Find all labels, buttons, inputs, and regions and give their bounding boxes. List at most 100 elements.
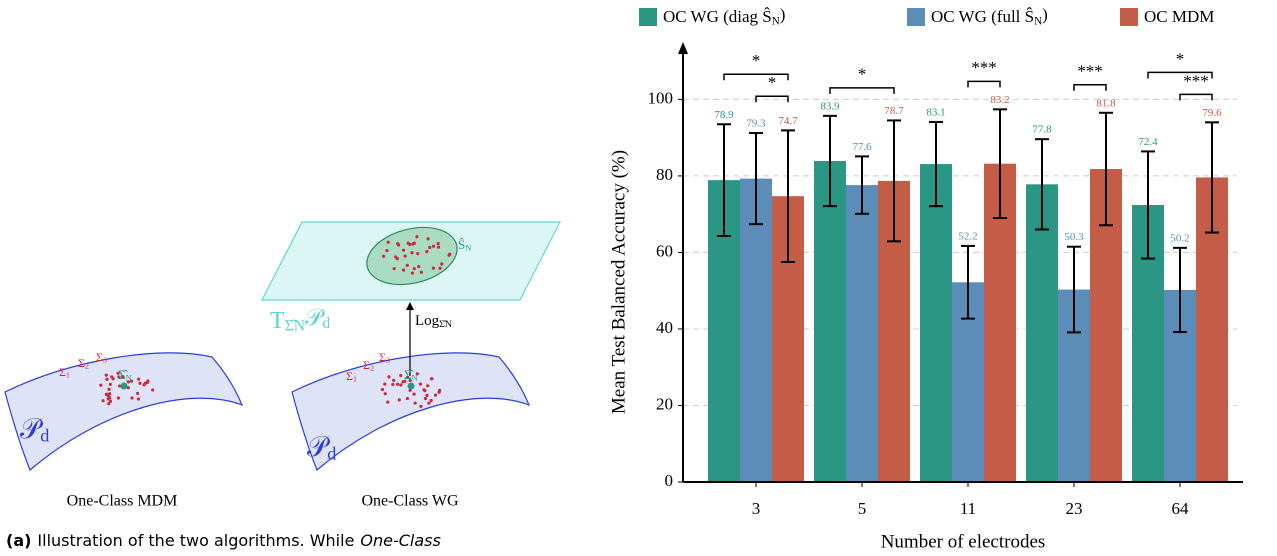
dot xyxy=(142,383,146,387)
legend-label: OC WG (full ŜN) xyxy=(931,5,1048,27)
dot xyxy=(392,267,396,271)
significance-label: *** xyxy=(1077,62,1103,81)
sigma-label: Σ2 xyxy=(363,358,374,372)
dot xyxy=(427,401,431,405)
dot xyxy=(436,241,440,246)
value-label: 72.4 xyxy=(1138,136,1158,148)
legend-label: OC MDM xyxy=(1144,7,1214,26)
bar xyxy=(740,178,772,482)
dot xyxy=(401,380,405,384)
dot xyxy=(415,372,419,376)
y-tick-label: 100 xyxy=(648,88,674,107)
dot xyxy=(425,393,429,397)
significance-label: * xyxy=(1176,49,1185,68)
dot xyxy=(397,243,401,247)
dot xyxy=(137,377,141,381)
dot xyxy=(107,387,111,391)
dot xyxy=(111,377,115,381)
dot xyxy=(107,402,111,406)
dot xyxy=(406,375,410,380)
dot xyxy=(136,397,141,401)
dot xyxy=(387,375,391,379)
dot xyxy=(426,237,430,241)
dot xyxy=(418,382,423,386)
dot xyxy=(419,270,424,274)
significance-bracket xyxy=(723,73,789,81)
y-tick-label: 40 xyxy=(656,318,673,337)
dot xyxy=(423,388,427,393)
dot xyxy=(423,396,428,401)
bar xyxy=(846,185,878,483)
dot xyxy=(385,249,389,253)
value-label: 83.9 xyxy=(820,100,840,112)
dot xyxy=(399,383,403,387)
significance-label: * xyxy=(768,73,777,92)
dot xyxy=(412,392,416,396)
dot xyxy=(401,248,406,252)
dot xyxy=(397,398,401,402)
dot xyxy=(121,375,125,379)
dot xyxy=(104,373,108,377)
dot xyxy=(430,377,434,381)
manifold-label: 𝒫d xyxy=(20,414,49,445)
dot xyxy=(101,399,105,403)
dot xyxy=(395,382,400,386)
x-tick-label: 64 xyxy=(1172,499,1190,518)
bar xyxy=(920,164,952,482)
significance-label: *** xyxy=(971,58,997,77)
dot xyxy=(151,388,155,392)
value-label: 52.2 xyxy=(958,230,977,242)
dot xyxy=(413,401,417,405)
dot xyxy=(382,254,386,258)
right-title: One-Class WG xyxy=(361,493,458,510)
mean-point xyxy=(407,382,415,390)
dot xyxy=(399,373,403,378)
dot xyxy=(106,393,110,397)
dot xyxy=(410,251,414,255)
sigma-label: Σ1 xyxy=(346,369,357,383)
dot xyxy=(99,383,103,387)
tangent-label: TΣ̂N𝒫d xyxy=(270,305,330,334)
manifold xyxy=(291,352,531,472)
value-label: 50.3 xyxy=(1064,231,1084,243)
bar xyxy=(814,160,846,482)
significance-bracket xyxy=(1179,93,1213,101)
dot xyxy=(392,378,396,382)
significance-bracket xyxy=(755,95,789,103)
dot xyxy=(383,392,387,396)
dot xyxy=(130,396,134,400)
dot xyxy=(108,382,112,386)
dot xyxy=(383,382,387,386)
arrowhead xyxy=(406,302,414,310)
y-tick-label: 20 xyxy=(656,394,673,413)
value-label: 74.7 xyxy=(778,115,798,127)
ellipse-label: ŜN xyxy=(458,237,471,252)
dot xyxy=(391,382,395,387)
caption-text: Illustration of the two algorithms. Whil… xyxy=(37,531,354,550)
dot xyxy=(412,267,416,271)
manifold-label: 𝒫d xyxy=(307,432,336,463)
dot xyxy=(136,391,140,395)
value-label: 78.9 xyxy=(714,109,734,121)
dot xyxy=(117,375,121,379)
dot xyxy=(405,396,410,401)
dot xyxy=(437,390,441,394)
value-label: 79.3 xyxy=(746,118,766,130)
significance-bracket xyxy=(967,80,1001,88)
dot xyxy=(417,264,421,269)
dot xyxy=(436,245,441,249)
y-tick-label: 80 xyxy=(656,165,673,184)
y-axis-title: Mean Test Balanced Accuracy (%) xyxy=(608,150,629,414)
significance-bracket xyxy=(1073,84,1107,91)
legend-swatch xyxy=(1120,8,1138,26)
dot xyxy=(405,263,409,267)
dot xyxy=(116,396,121,400)
bar xyxy=(1026,184,1058,482)
dot xyxy=(146,379,150,383)
dot xyxy=(431,244,436,248)
mean-label: Σ̂N xyxy=(404,367,418,382)
dot xyxy=(116,371,120,375)
mean-label: Σ̂N xyxy=(118,367,132,382)
dot xyxy=(433,393,438,397)
